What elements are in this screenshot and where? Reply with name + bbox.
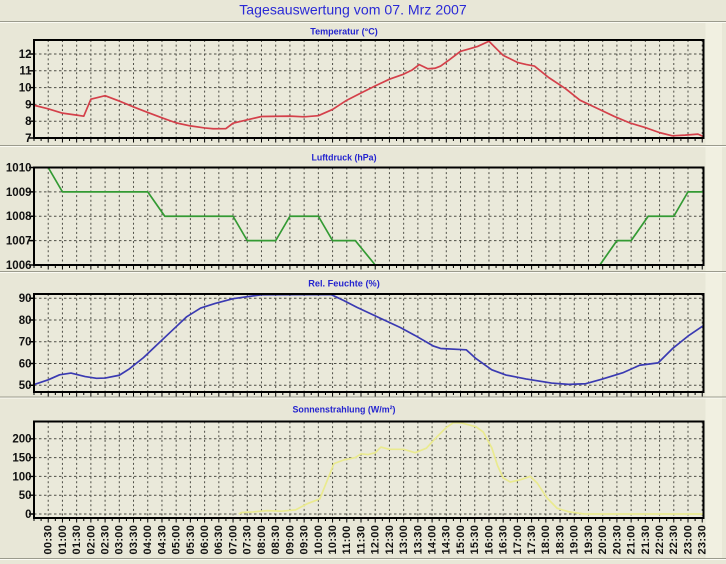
svg-text:100: 100 [12,471,31,483]
svg-text:06:30: 06:30 [213,525,225,555]
svg-text:13:00: 13:00 [398,525,410,555]
svg-text:22:30: 22:30 [668,525,680,555]
svg-text:14:00: 14:00 [426,525,438,555]
svg-text:07:00: 07:00 [227,525,239,555]
svg-text:04:00: 04:00 [142,525,154,555]
svg-text:10:00: 10:00 [313,525,325,555]
svg-text:0: 0 [25,509,31,521]
svg-text:01:30: 01:30 [71,525,83,555]
svg-text:00:30: 00:30 [43,525,55,555]
svg-text:1006: 1006 [6,260,32,272]
svg-text:08:00: 08:00 [256,525,268,555]
svg-text:16:00: 16:00 [483,525,495,555]
svg-text:11:30: 11:30 [355,525,367,554]
svg-text:05:00: 05:00 [171,525,183,555]
svg-text:16:30: 16:30 [498,525,510,555]
svg-text:04:30: 04:30 [156,525,168,555]
svg-text:19:30: 19:30 [583,525,595,555]
svg-text:05:30: 05:30 [185,525,197,555]
svg-text:03:00: 03:00 [114,525,126,555]
svg-text:07:30: 07:30 [242,525,254,555]
svg-text:18:30: 18:30 [554,525,566,555]
svg-text:12: 12 [19,49,32,61]
svg-text:20:00: 20:00 [597,525,609,555]
svg-text:1009: 1009 [6,187,32,199]
svg-text:90: 90 [19,293,32,305]
svg-text:19:00: 19:00 [569,525,581,555]
svg-text:12:30: 12:30 [384,525,396,555]
svg-text:1008: 1008 [6,211,32,223]
svg-text:01:00: 01:00 [57,525,69,555]
svg-text:06:00: 06:00 [199,525,211,555]
svg-text:Luftdruck (hPa): Luftdruck (hPa) [312,153,377,164]
svg-text:10: 10 [19,83,32,95]
svg-text:11:00: 11:00 [341,525,353,554]
svg-text:Rel. Feuchte (%): Rel. Feuchte (%) [308,279,380,290]
svg-text:14:30: 14:30 [441,525,453,555]
svg-text:150: 150 [12,453,31,465]
svg-text:Tagesauswertung vom 07. Mrz 20: Tagesauswertung vom 07. Mrz 2007 [239,1,467,17]
svg-text:1007: 1007 [6,236,32,248]
svg-text:08:30: 08:30 [270,525,282,555]
svg-text:13:30: 13:30 [412,525,424,555]
svg-text:21:00: 21:00 [626,525,638,555]
svg-text:18:00: 18:00 [540,525,552,555]
svg-text:20:30: 20:30 [611,525,623,555]
svg-text:7: 7 [25,133,31,145]
svg-text:Temperatur (°C): Temperatur (°C) [310,27,378,38]
svg-text:60: 60 [19,358,32,370]
svg-text:22:00: 22:00 [654,525,666,555]
svg-text:50: 50 [19,380,32,392]
svg-text:21:30: 21:30 [640,525,652,555]
svg-text:50: 50 [19,490,32,502]
svg-text:15:00: 15:00 [455,525,467,555]
svg-text:8: 8 [25,116,32,128]
svg-text:1010: 1010 [6,162,32,174]
svg-text:23:00: 23:00 [682,525,694,555]
svg-text:12:00: 12:00 [370,525,382,555]
svg-text:23:30: 23:30 [697,525,709,555]
svg-text:09:30: 09:30 [299,525,311,555]
svg-text:03:30: 03:30 [128,525,140,555]
svg-text:9: 9 [25,99,31,111]
svg-text:10:30: 10:30 [327,525,339,555]
svg-text:17:30: 17:30 [526,525,538,555]
svg-text:80: 80 [19,315,32,327]
svg-text:Sonnenstrahlung (W/m²): Sonnenstrahlung (W/m²) [293,405,396,416]
svg-text:02:30: 02:30 [99,525,111,555]
svg-text:15:30: 15:30 [469,525,481,555]
svg-text:17:00: 17:00 [512,525,524,555]
svg-text:11: 11 [19,66,32,78]
svg-text:200: 200 [12,434,31,446]
svg-text:70: 70 [19,337,32,349]
svg-text:09:00: 09:00 [284,525,296,555]
svg-text:02:00: 02:00 [85,525,97,555]
